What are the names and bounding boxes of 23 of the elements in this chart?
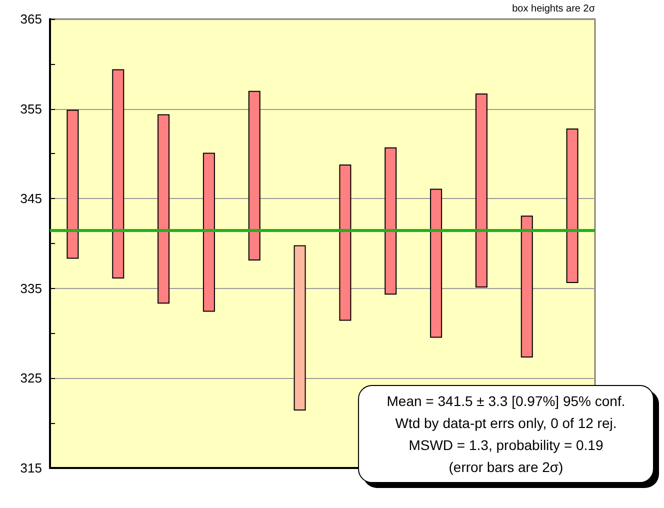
bar (566, 128, 578, 284)
bar (430, 188, 442, 338)
y-tick-label: 365 (20, 12, 42, 26)
bar (384, 147, 397, 295)
y-tick-label: 325 (20, 370, 42, 386)
y-tick-label: 335 (20, 280, 42, 296)
bar (520, 216, 533, 358)
bar (475, 94, 488, 288)
bar (202, 152, 215, 312)
bar (158, 114, 170, 304)
annotation: Mean = 341.5 ± 3.3 [0.97%] 95% conf. (386, 392, 626, 411)
bar (294, 245, 306, 411)
text: box heights are 2σ (512, 4, 596, 14)
bar (339, 164, 352, 321)
y-tick-label: 315 (20, 460, 42, 476)
annotation: (error bars are 2σ) (448, 458, 564, 477)
annotation: Wtd by data-pt errs only, 0 of 12 rej. (395, 414, 617, 433)
y-tick-label: 345 (20, 191, 42, 206)
y-tick-label: 355 (20, 101, 42, 116)
bar (112, 69, 124, 279)
bar (66, 110, 79, 259)
annotation: MSWD = 1.3, probability = 0.19 (408, 436, 604, 455)
bar (248, 90, 260, 261)
